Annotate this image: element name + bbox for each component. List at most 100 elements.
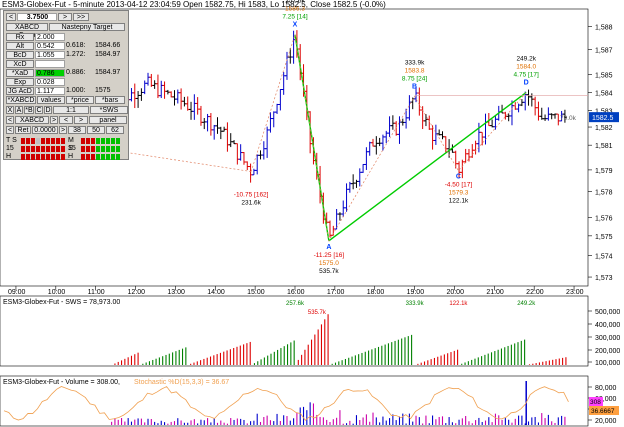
- y-tick-label: 1,581: [595, 143, 613, 150]
- meter-cell: [46, 145, 50, 152]
- grid3-next[interactable]: >: [50, 115, 58, 124]
- panel-row-v1: 1.117: [35, 86, 65, 95]
- panel-row-label[interactable]: Exp: [6, 77, 34, 86]
- panel-row: Alt 0.542 0.618: 1584.66: [6, 41, 125, 50]
- grid3-panel[interactable]: panel: [89, 115, 127, 124]
- grid3-prev[interactable]: <: [6, 115, 14, 124]
- meter-cell: [96, 145, 100, 152]
- grid4-62[interactable]: 62: [106, 125, 124, 134]
- panel-row: XcD: [6, 59, 125, 68]
- x-tick-label: 19:00: [407, 289, 425, 296]
- panel-row-v1: 0.542: [35, 41, 65, 50]
- x-tick-label: 21:00: [486, 289, 504, 296]
- pivot-price: 1584.0: [516, 63, 536, 70]
- panel-row: BcD 1.055 1.272: 1584.97: [6, 50, 125, 59]
- y-tick-label: 1,573: [595, 275, 613, 282]
- meter-cell: [96, 153, 100, 160]
- meter-cell: [31, 145, 35, 152]
- sws-tick-label: 200,000: [595, 348, 620, 355]
- meter-label: T S: [6, 136, 17, 144]
- grid1-cell[interactable]: values: [37, 95, 65, 104]
- panel-row-label[interactable]: Alt: [6, 41, 34, 50]
- meter-cell: [21, 153, 25, 160]
- x-tick-label: 22:00: [526, 289, 544, 296]
- meter-cell: [61, 137, 65, 144]
- y-tick-label: 1,584: [595, 90, 613, 97]
- grid1-cell[interactable]: *bars: [95, 95, 125, 104]
- y-tick-label: 1,588: [595, 24, 613, 31]
- panel-row-v2: 1.000:: [66, 86, 86, 94]
- grid3-xabcd[interactable]: XABCD: [15, 115, 49, 124]
- grid3-next2[interactable]: >: [74, 115, 88, 124]
- panel-row-label[interactable]: BcD: [6, 50, 34, 59]
- panel-row-label[interactable]: XcD: [6, 59, 34, 68]
- pivot-volume: 535.7k: [319, 268, 339, 275]
- ad-leg-line: [328, 91, 527, 242]
- panel-row-v2: [66, 33, 94, 41]
- panel-step-value[interactable]: 3.7500: [17, 12, 57, 21]
- y-tick-label: 1,587: [595, 48, 613, 55]
- meter-cell: [86, 137, 90, 144]
- grid1-cell[interactable]: *price: [66, 95, 94, 104]
- volume-tick-label: 60,000: [595, 396, 617, 403]
- volume-badge: [589, 397, 603, 406]
- y-tick-label: 1,585: [595, 72, 613, 79]
- pivot-price: 1586.3: [285, 6, 305, 13]
- meter-cell: [91, 145, 95, 152]
- meter-cell: [81, 137, 85, 144]
- grid3-prev2[interactable]: <: [59, 115, 73, 124]
- grid1-cell[interactable]: *XABCD: [6, 95, 36, 104]
- panel-fast-next-button[interactable]: >>: [73, 12, 89, 21]
- sws-tick-label: 300,000: [595, 335, 620, 342]
- panel-row-v2: 1.272:: [66, 50, 86, 58]
- grid2-d[interactable]: D: [44, 105, 52, 114]
- meter-cell: [36, 145, 40, 152]
- panel-row-v3: [95, 78, 125, 86]
- pivot-ratio: 8.75 [24]: [402, 76, 427, 83]
- grid4-value[interactable]: 0.0000: [32, 125, 58, 134]
- tab-next-target[interactable]: Nastepny Target: [49, 22, 125, 31]
- grid2-ratio[interactable]: 1:1: [53, 105, 89, 114]
- panel-row-label[interactable]: Rx: [6, 32, 34, 41]
- xabcd-control-panel: < 3.7500 > >> XABCD Cena Nastepny Target…: [3, 10, 129, 160]
- x-tick-label: 20:00: [446, 289, 464, 296]
- meter-cell: [116, 153, 120, 160]
- meter-cell: [111, 137, 115, 144]
- x-tick-label: 13:00: [167, 289, 185, 296]
- ma-label: 79.0k: [560, 115, 577, 122]
- panel-row-label[interactable]: *XaD: [6, 68, 34, 77]
- grid2-a[interactable]: A: [15, 105, 23, 114]
- grid2-c[interactable]: C: [35, 105, 43, 114]
- x-tick-label: 10:00: [48, 289, 66, 296]
- grid4-38[interactable]: 38: [68, 125, 86, 134]
- pivot-volume: 333.9k: [405, 60, 425, 67]
- grid4-ret[interactable]: Ret: [15, 125, 31, 134]
- grid2-x[interactable]: X: [6, 105, 14, 114]
- panel-row-v1: 1.055: [35, 50, 65, 59]
- grid4-next[interactable]: >: [59, 125, 67, 134]
- pivot-price: 1583.8: [405, 68, 425, 75]
- sws-annotation: 249.2k: [517, 301, 536, 307]
- meter-cell: [106, 153, 110, 160]
- y-tick-label: 1,579: [595, 168, 613, 175]
- panel-next-button[interactable]: >: [58, 12, 72, 21]
- tab-xabcd-price[interactable]: XABCD Cena: [6, 22, 48, 39]
- panel-row: Exp 0.028: [6, 77, 125, 86]
- grid4-50[interactable]: 50: [87, 125, 105, 134]
- pivot-price: 1579.3: [448, 190, 468, 197]
- meter-cell: [86, 153, 90, 160]
- volume-tick-label: 80,000: [595, 385, 617, 392]
- panel-row-label[interactable]: JG AcD: [6, 86, 34, 95]
- grid2-sws[interactable]: *SWS: [90, 105, 128, 114]
- panel-row-v2: [66, 78, 94, 86]
- meter-cell: [46, 137, 50, 144]
- grid2-b[interactable]: *B: [24, 105, 34, 114]
- volume-tick-label: 20,000: [595, 418, 617, 425]
- panel-row-v3: 1584.66: [95, 41, 121, 49]
- meter-cell: [91, 153, 95, 160]
- grid4-prev[interactable]: <: [6, 125, 14, 134]
- meter-cell: [111, 145, 115, 152]
- panel-row-v3: 1575: [95, 86, 111, 94]
- meter-cell: [101, 137, 105, 144]
- panel-prev-button[interactable]: <: [6, 12, 16, 21]
